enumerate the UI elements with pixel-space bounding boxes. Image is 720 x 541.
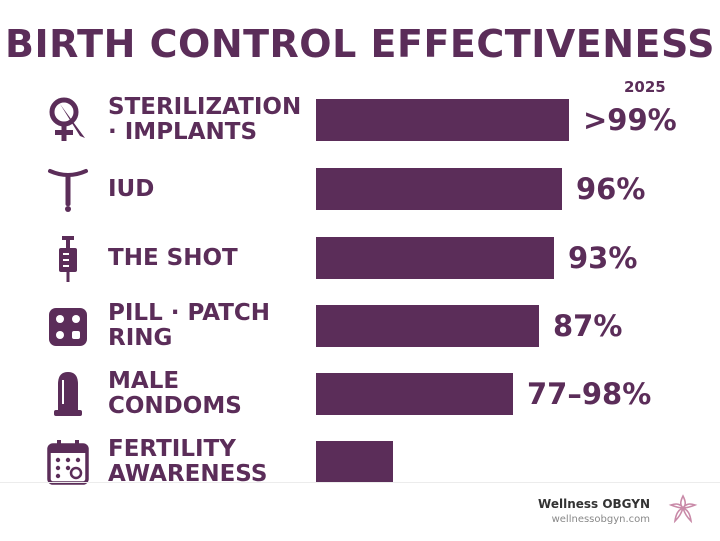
category-label-line: IUD [108,175,155,202]
bar [316,305,539,347]
bar-row: STERILIZATION · IMPLANTS >99% [0,92,720,148]
chart-year: 2025 [624,78,666,96]
category-label-line: · IMPLANTS [108,119,258,145]
bar-row: MALE CONDOMS 77–98% [0,366,720,422]
brand-block: Wellness OBGYN wellnessobgyn.com [538,497,650,525]
category-label: THE SHOT [108,230,238,286]
footer-divider [0,482,720,483]
category-label-line: MALE [108,368,180,394]
category-label: STERILIZATION · IMPLANTS [108,92,301,148]
category-label: IUD [108,161,154,217]
bar [316,237,554,279]
category-label: PILL · PATCH RING [108,298,270,354]
value-label: 87% [553,309,623,343]
value-label: 77–98% [527,377,652,411]
value-label: 96% [576,172,646,206]
chart-title: BIRTH CONTROL EFFECTIVENESS [5,22,715,66]
brand-name: Wellness OBGYN [538,497,650,511]
brand-url: wellnessobgyn.com [551,514,650,525]
category-label-line: STERILIZATION [108,94,302,120]
pill-pack-icon [42,298,94,354]
category-label-line: RING [108,325,173,351]
flower-logo-icon [668,494,698,524]
category-label-line: FERTILITY [108,436,236,462]
condom-icon [42,366,94,422]
bar [316,373,513,415]
bar-row: PILL · PATCH RING 87% [0,298,720,354]
calendar-icon [42,434,94,490]
category-label-line: THE SHOT [108,244,238,271]
bar [316,441,393,483]
category-label-line: CONDOMS [108,393,242,419]
value-label: 93% [568,241,638,275]
bar [316,99,569,141]
category-label-line: PILL · PATCH [108,300,271,326]
syringe-icon [42,230,94,286]
value-label: >99% [583,103,677,137]
female-symbol-scalpel-icon [42,92,94,148]
bar-row: IUD 96% [0,161,720,217]
category-label-line: AWARENESS [108,461,268,487]
bar [316,168,562,210]
bar-row: THE SHOT 93% [0,230,720,286]
category-label: MALE CONDOMS [108,366,242,422]
iud-icon [42,161,94,217]
